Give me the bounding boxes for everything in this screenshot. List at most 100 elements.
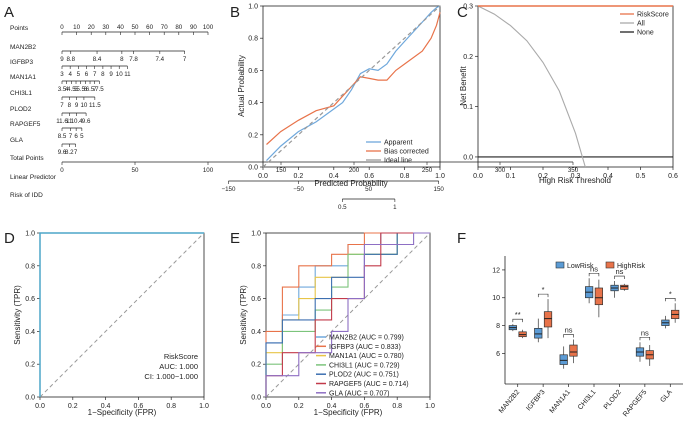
roc-e-x-tick-label: 0.0 bbox=[261, 403, 271, 410]
nomogram-tick-label: 10 bbox=[80, 102, 87, 109]
calibration-line-ideal bbox=[262, 5, 441, 168]
roc-e-legend-label: CHI3L1 (AUC = 0.729) bbox=[329, 362, 400, 369]
nomogram-tick-label: 4 bbox=[65, 86, 69, 93]
box-y-tick-label: 12 bbox=[492, 267, 500, 274]
calibration-x-tick-label: 0.8 bbox=[400, 173, 410, 180]
nomogram-row-label: GLA bbox=[10, 137, 24, 144]
nomogram-tick-label: 30 bbox=[102, 24, 109, 31]
dca-y-tick-label: 0.1 bbox=[463, 104, 473, 111]
calibration-x-axis-label: Predicted Probability bbox=[314, 179, 387, 188]
roc-e-x-tick-label: 1.0 bbox=[425, 403, 435, 410]
roc-d-y-tick-label: 0.0 bbox=[25, 395, 35, 402]
nomogram-tick-label: 5 bbox=[80, 133, 84, 140]
dca-y-tick-label: 0.0 bbox=[463, 154, 473, 161]
box-category-label: IGFBP3 bbox=[525, 389, 546, 413]
nomogram-tick-label: 5.5 bbox=[76, 86, 85, 93]
box-significance-label: * bbox=[669, 289, 672, 298]
roc-e-curve-gla bbox=[265, 232, 430, 397]
nomogram-tick-label: 60 bbox=[146, 24, 153, 31]
box-legend-label: LowRisk bbox=[567, 263, 594, 270]
calibration-x-tick-label: 0.0 bbox=[258, 173, 268, 180]
nomogram-tick-label: 9.6 bbox=[82, 118, 91, 125]
roc-e-legend-label: MAN1A1 (AUC = 0.780) bbox=[329, 353, 404, 360]
calibration-x-tick-label: 0.2 bbox=[294, 173, 304, 180]
roc-e-legend-label: IGFBP3 (AUC = 0.833) bbox=[329, 344, 401, 351]
calibration-y-tick-label: 0.8 bbox=[248, 36, 258, 43]
nomogram-tick-label: 7 bbox=[69, 133, 73, 140]
nomogram-tick-label: 0 bbox=[60, 24, 64, 31]
dca-x-tick-label: 0.4 bbox=[603, 173, 613, 180]
nomogram-tick-label: 8.4 bbox=[93, 56, 102, 63]
nomogram-tick-label: 5 bbox=[74, 86, 78, 93]
nomogram-row-label: PLOD2 bbox=[10, 106, 32, 113]
nomogram-tick-label: 11 bbox=[124, 71, 131, 78]
calibration-x-tick-label: 0.4 bbox=[329, 173, 339, 180]
box-chi3l1-highrisk bbox=[594, 287, 603, 306]
box-legend-swatch bbox=[605, 261, 615, 269]
box-significance-bracket bbox=[537, 293, 549, 298]
nomogram-tick-label: 7 bbox=[74, 149, 78, 156]
nomogram-tick-label: 150 bbox=[276, 167, 287, 174]
nomogram-tick-label: 8 bbox=[120, 56, 124, 63]
dca-x-tick-label: 0.2 bbox=[538, 173, 548, 180]
calibration-y-tick-label: 0.6 bbox=[248, 68, 258, 75]
roc-d-x-tick-label: 0.0 bbox=[35, 403, 45, 410]
nomogram-tick-label: 100 bbox=[203, 24, 214, 31]
roc-d-annotation: RiskScore bbox=[164, 352, 198, 361]
roc-e-y-tick-label: 1.0 bbox=[251, 231, 261, 238]
nomogram-tick-label: 8.2 bbox=[65, 149, 74, 156]
roc-d-y-tick-label: 1.0 bbox=[25, 231, 35, 238]
roc-d-reference-line bbox=[39, 232, 205, 398]
calibration-x-tick-label: 0.6 bbox=[364, 173, 374, 180]
nomogram-tick-label: 6 bbox=[85, 71, 89, 78]
nomogram-tick-label: 7.4 bbox=[156, 56, 165, 63]
nomogram-row-label: RAPGEF5 bbox=[10, 121, 41, 128]
dca-legend-label: RiskScore bbox=[637, 12, 669, 19]
box-y-tick-label: 8 bbox=[496, 323, 500, 330]
nomogram-row-label: MAN2B2 bbox=[10, 44, 36, 51]
nomogram-row-label: Points bbox=[10, 25, 29, 32]
box-category-label: RAPGEF5 bbox=[622, 389, 648, 419]
box-category-label: PLOD2 bbox=[603, 389, 623, 411]
dca-x-tick-label: 0.6 bbox=[668, 173, 678, 180]
calibration-y-axis-label: Actual Probability bbox=[237, 55, 246, 117]
roc-d-y-tick-label: 0.6 bbox=[25, 296, 35, 303]
dca-legend-label: All bbox=[637, 21, 645, 28]
nomogram-row-label: Linear Predictor bbox=[10, 174, 57, 181]
box-igfbp3-highrisk bbox=[543, 311, 553, 328]
box-category-label: MAN2B2 bbox=[498, 389, 521, 415]
roc-d-y-tick-label: 0.4 bbox=[25, 329, 35, 336]
nomogram-tick-label: 3.5 bbox=[58, 86, 67, 93]
roc-e-legend-label: GLA (AUC = 0.707) bbox=[329, 390, 390, 397]
panel-letter-b: B bbox=[230, 4, 240, 21]
nomogram-tick-label: 50 bbox=[365, 186, 372, 193]
dca-x-tick-label: 0.0 bbox=[473, 173, 483, 180]
dca-x-tick-label: 0.5 bbox=[636, 173, 646, 180]
box-category-label: MAN1A1 bbox=[549, 389, 572, 415]
nomogram-tick-label: −50 bbox=[293, 186, 304, 193]
panel-letter-a: A bbox=[4, 4, 14, 21]
nomogram-tick-label: 6.5 bbox=[86, 86, 95, 93]
roc-e-y-tick-label: 0.4 bbox=[251, 329, 261, 336]
roc-d-annotation: AUC: 1.000 bbox=[159, 362, 198, 371]
box-legend-label: HighRisk bbox=[617, 263, 646, 270]
roc-d-y-tick-label: 0.2 bbox=[25, 362, 35, 369]
nomogram-tick-label: 50 bbox=[132, 24, 139, 31]
nomogram-tick-label: 9 bbox=[109, 71, 113, 78]
box-significance-label: * bbox=[542, 285, 545, 294]
calibration-y-tick-label: 0.2 bbox=[248, 132, 258, 139]
roc-e-x-tick-label: 0.2 bbox=[294, 403, 304, 410]
nomogram-tick-label: 10 bbox=[116, 71, 123, 78]
box-significance-bracket bbox=[512, 318, 523, 323]
calibration-legend-label: Ideal line bbox=[384, 158, 412, 165]
roc-d-x-tick-label: 0.2 bbox=[68, 403, 78, 410]
nomogram-tick-label: 7 bbox=[93, 71, 97, 78]
dca-y-tick-label: 0.3 bbox=[463, 4, 473, 11]
nomogram-tick-label: 7 bbox=[60, 102, 64, 109]
nomogram-tick-label: 80 bbox=[175, 24, 182, 31]
box-category-label: CHI3L1 bbox=[577, 389, 598, 412]
box-significance-bracket bbox=[639, 336, 651, 341]
dca-y-tick-label: 0.2 bbox=[463, 54, 473, 61]
dca-x-tick-label: 0.3 bbox=[571, 173, 581, 180]
